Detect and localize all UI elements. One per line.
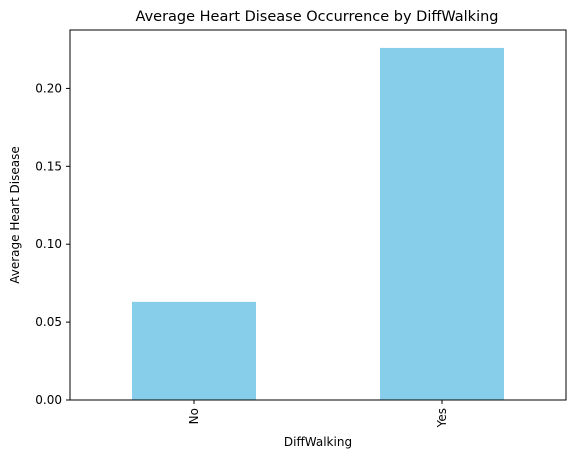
x-tick-label: Yes [435,408,449,428]
chart-title: Average Heart Disease Occurrence by Diff… [136,9,499,25]
x-tick-label: No [187,408,201,424]
y-tick-label: 0.20 [35,81,62,95]
y-tick-label: 0.05 [35,315,62,329]
bar-no [132,301,256,400]
bar-yes [380,47,504,400]
y-tick-label: 0.15 [35,159,62,173]
y-tick-label: 0.00 [35,393,62,407]
y-tick-label: 0.10 [35,237,62,251]
plot-area [132,47,504,400]
x-axis-label: DiffWalking [284,435,352,449]
y-axis-label: Average Heart Disease [8,146,22,284]
x-axis: No Yes [187,400,449,428]
plot-frame [69,29,567,401]
y-axis: 0.00 0.05 0.10 0.15 0.20 [35,81,70,407]
